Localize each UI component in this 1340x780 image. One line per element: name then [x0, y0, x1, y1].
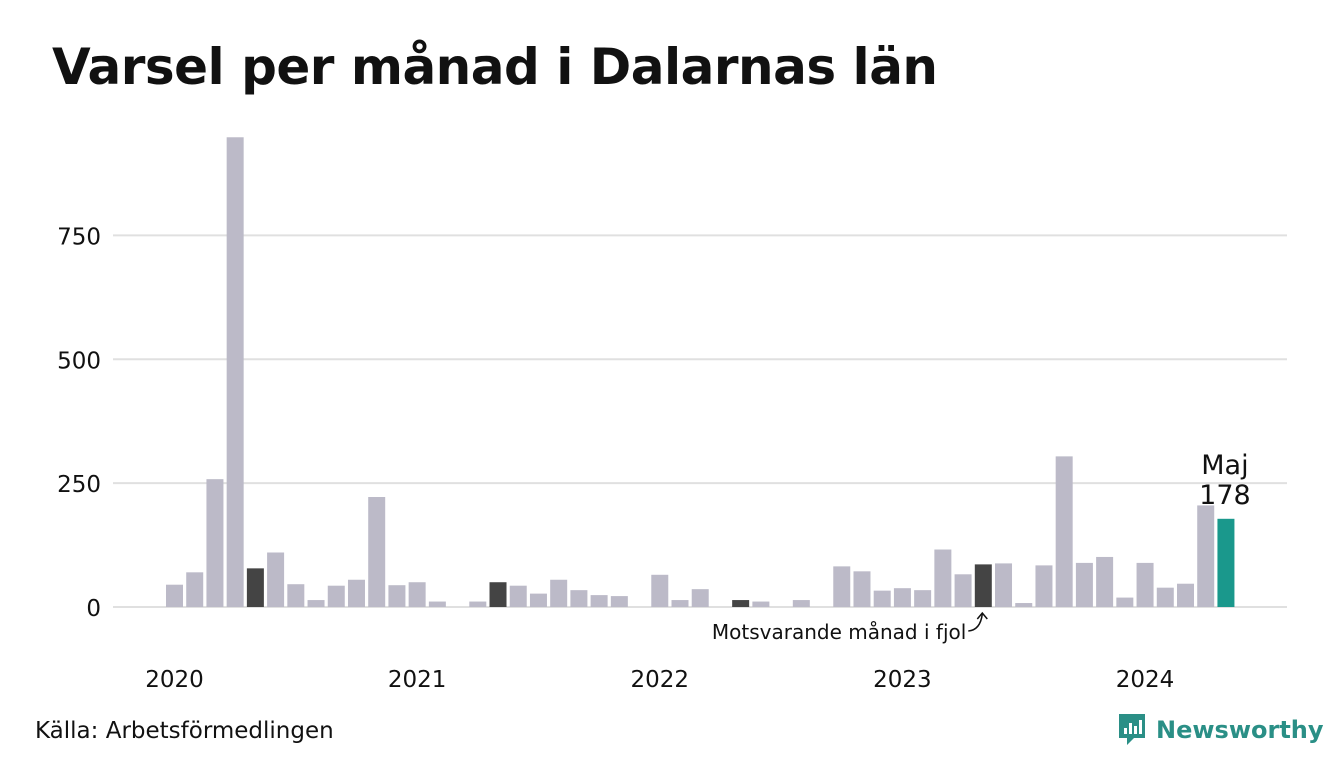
bar: [368, 496, 386, 607]
bar: [287, 584, 305, 607]
current-value-label: 178: [1199, 480, 1251, 511]
bar: [226, 137, 244, 608]
bar: [590, 595, 608, 607]
y-axis-tick-labels: 0 250 500 750: [57, 224, 101, 622]
bar: [388, 585, 406, 607]
bar: [1116, 597, 1134, 607]
current-month-label: Maj: [1201, 450, 1248, 481]
bar: [509, 585, 527, 607]
bar: [489, 582, 507, 607]
bar: [1136, 562, 1154, 607]
bar: [327, 585, 345, 607]
newsworthy-logo-icon: [1119, 714, 1145, 745]
bar: [873, 590, 891, 607]
annotations: Maj 178 Motsvarande månad i fjol: [712, 450, 1251, 644]
source-note: Källa: Arbetsförmedlingen: [35, 718, 334, 744]
bar: [954, 574, 972, 607]
x-tick-label: 2021: [388, 667, 447, 693]
bar: [914, 590, 932, 607]
bar: [651, 574, 669, 607]
last-year-arrow: [968, 613, 984, 632]
bar: [186, 572, 204, 607]
brand-name: Newsworthy: [1156, 716, 1324, 744]
bar: [1096, 556, 1114, 607]
bar: [166, 584, 183, 607]
bar: [752, 601, 770, 607]
bar: [893, 588, 911, 607]
bar: [934, 549, 952, 607]
y-tick-label: 750: [57, 224, 101, 250]
last-year-arrowhead: [976, 611, 988, 620]
bar: [732, 600, 750, 607]
bar: [469, 601, 487, 607]
y-tick-label: 500: [57, 348, 101, 374]
bar: [1055, 456, 1073, 607]
bars: [166, 137, 1235, 608]
bar: [1197, 505, 1215, 607]
bar: [1015, 603, 1033, 607]
bar: [833, 566, 851, 607]
bar: [347, 579, 365, 607]
bar: [691, 589, 709, 607]
bar: [1075, 562, 1093, 607]
x-axis-tick-labels: 2020 2021 2022 2023 2024: [145, 667, 1174, 693]
bar: [529, 593, 547, 607]
bar: [853, 571, 871, 607]
x-tick-label: 2024: [1116, 667, 1175, 693]
bar: [671, 600, 689, 607]
bar: [610, 596, 628, 607]
brand-logo: Newsworthy: [1116, 712, 1324, 748]
bar: [1177, 583, 1194, 607]
y-tick-label: 250: [57, 472, 101, 498]
bar: [1035, 565, 1053, 607]
bar: [995, 563, 1013, 607]
bar: [1156, 587, 1174, 607]
chart-title: Varsel per månad i Dalarnas län: [52, 38, 938, 96]
x-tick-label: 2023: [873, 667, 932, 693]
gridlines: [113, 234, 1287, 608]
bar: [1217, 518, 1235, 607]
bar: [974, 564, 992, 607]
bar: [428, 601, 446, 607]
bar: [267, 552, 285, 607]
y-tick-label: 0: [86, 596, 101, 622]
bar: [246, 568, 264, 607]
bar: [307, 600, 325, 607]
bar: [792, 600, 810, 607]
bar: [550, 579, 568, 607]
bar: [570, 590, 588, 607]
bar: [206, 479, 224, 607]
x-tick-label: 2022: [631, 667, 690, 693]
x-tick-label: 2020: [145, 667, 204, 693]
bar: [408, 582, 426, 607]
last-year-note: Motsvarande månad i fjol: [712, 620, 966, 644]
